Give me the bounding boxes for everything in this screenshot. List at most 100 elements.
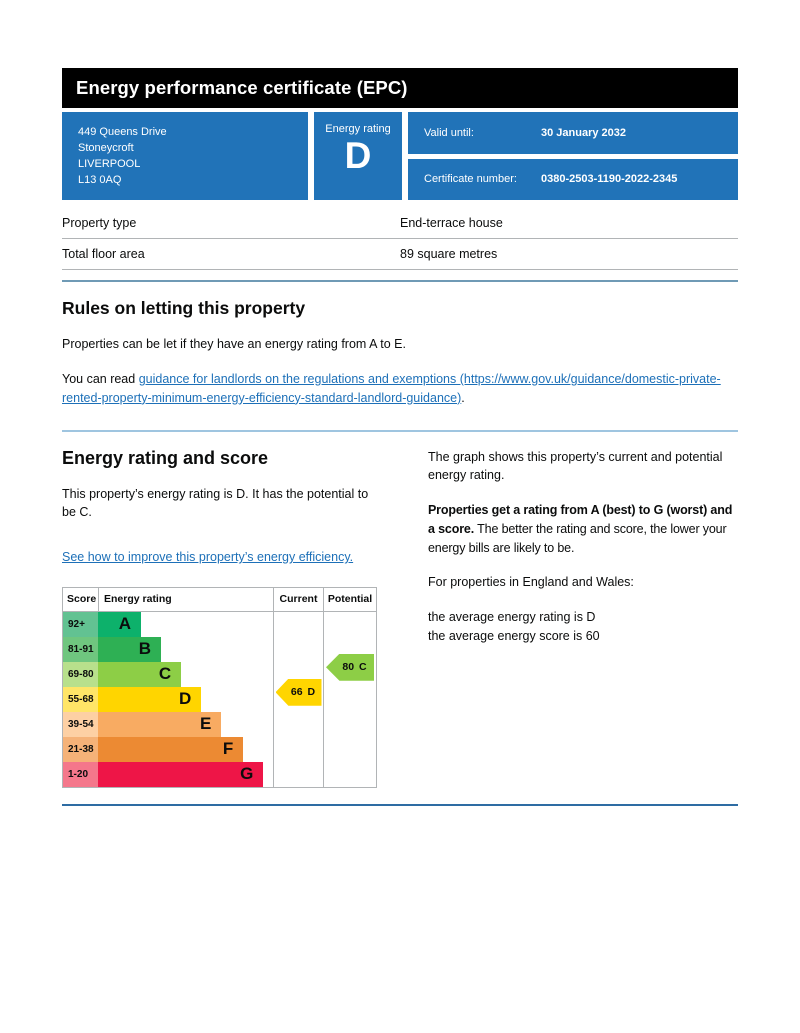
potential-column-cell — [323, 686, 376, 712]
current-score: 66 — [290, 686, 303, 699]
property-type-value: End-terrace house — [400, 216, 503, 230]
certificate-meta: Valid until: 30 January 2032 Certificate… — [408, 112, 738, 200]
potential-column-cell — [323, 736, 376, 762]
address-line-3: LIVERPOOL — [78, 157, 141, 170]
property-address: 449 Queens Drive Stoneycroft LIVERPOOL L… — [62, 112, 308, 200]
potential-column-cell — [323, 611, 376, 637]
improve-link-wrap: See how to improve this property’s energ… — [62, 548, 378, 567]
band-bar-letter: D — [98, 686, 202, 712]
current-column-cell — [273, 636, 323, 662]
rating-section-left: Energy rating and score This property’s … — [62, 448, 378, 788]
column-header-current: Current — [273, 587, 323, 611]
band-bar-area: B — [98, 636, 273, 662]
rating-band-d: 55-68 D 66 D — [63, 678, 376, 712]
rules-paragraph-2: You can read guidance for landlords on t… — [62, 370, 738, 408]
rating-band-b: 81-91 B — [63, 636, 376, 662]
address-line-1: 449 Queens Drive — [78, 126, 167, 138]
band-score-range: 55-68 — [63, 686, 98, 712]
landlord-guidance-link[interactable]: guidance for landlords on the regulation… — [62, 372, 721, 405]
energy-rating-value: D — [344, 135, 372, 176]
current-column-cell — [273, 661, 323, 687]
band-bar-letter: G — [98, 761, 264, 787]
band-bar-letter: B — [98, 636, 161, 662]
column-header-energy-rating: Energy rating — [98, 587, 273, 611]
current-column-cell — [273, 761, 323, 787]
graph-description: The graph shows this property’s current … — [428, 449, 723, 483]
title-bar: Energy performance certificate (EPC) — [62, 68, 738, 108]
band-score-range: 1-20 — [63, 761, 98, 787]
current-column-cell — [273, 611, 323, 637]
section-divider — [62, 429, 738, 432]
certificate-number-row: Certificate number: 0380-2503-1190-2022-… — [408, 158, 738, 200]
potential-column-cell: 80 C — [323, 653, 376, 687]
potential-letter: C — [359, 661, 367, 674]
section-divider — [62, 803, 738, 806]
band-score-range: 21-38 — [63, 736, 98, 762]
potential-column-cell — [323, 761, 376, 787]
address-line-2: Stoneycroft — [78, 141, 134, 154]
table-row: Total floor area 89 square metres — [62, 239, 738, 271]
band-bar-area: D — [98, 686, 273, 712]
band-bar-area: A — [98, 611, 273, 637]
certificate-number-label: Certificate number: — [424, 173, 517, 186]
energy-rating-box: Energy rating D — [314, 112, 402, 200]
band-score-range: 69-80 — [63, 661, 98, 687]
property-type-label: Property type — [62, 216, 137, 230]
column-header-potential: Potential — [323, 587, 376, 611]
improve-efficiency-link[interactable]: See how to improve this property’s energ… — [62, 550, 354, 564]
rules-paragraph-1: Properties can be let if they have an en… — [62, 337, 406, 352]
band-score-range: 81-91 — [63, 636, 98, 662]
rules-paragraph-2-suffix: . — [461, 390, 465, 405]
chart-header: Score Energy rating Current Potential — [63, 587, 376, 612]
rating-band-e: 39-54 E — [63, 711, 376, 737]
band-score-range: 92+ — [63, 611, 98, 637]
energy-rating-label: Energy rating — [325, 123, 391, 135]
band-bar-letter: A — [98, 611, 142, 637]
rating-section: Energy rating and score This property’s … — [62, 448, 738, 788]
band-bar-letter: E — [98, 711, 222, 737]
floor-area-value: 89 square metres — [400, 247, 498, 262]
rules-heading: Rules on letting this property — [62, 298, 306, 319]
epc-document: Energy performance certificate (EPC) 449… — [62, 68, 738, 806]
average-rating-line: the average energy rating is D — [428, 610, 596, 624]
band-bar-letter: F — [98, 736, 244, 762]
rating-band-a: 92+ A — [63, 611, 376, 637]
rating-explanation-bold: Properties get a rating from A (best) to… — [428, 503, 733, 536]
england-wales-intro: For properties in England and Wales: — [428, 575, 634, 590]
band-bar-letter: C — [98, 661, 182, 687]
average-values: the average energy rating is D the avera… — [428, 608, 738, 646]
table-row: Property type End-terrace house — [62, 208, 738, 240]
band-score-range: 39-54 — [63, 711, 98, 737]
rating-paragraph: This property’s energy rating is D. It h… — [62, 486, 369, 520]
section-divider — [62, 280, 738, 283]
rating-band-c: 69-80 C 80 C — [63, 653, 376, 687]
band-bar-area: G — [98, 761, 273, 787]
page-title: Energy performance certificate (EPC) — [76, 77, 408, 98]
rating-explanation-rest: The better the rating and score, the low… — [428, 521, 727, 555]
band-bar-area: E — [98, 711, 273, 737]
valid-until-row: Valid until: 30 January 2032 — [408, 112, 738, 154]
epc-rating-chart: Score Energy rating Current Potential 92… — [62, 586, 377, 788]
potential-score: 80 — [342, 661, 355, 674]
certificate-number-value: 0380-2503-1190-2022-2345 — [541, 173, 678, 186]
average-score-line: the average energy score is 60 — [428, 628, 600, 643]
rules-paragraph-2-prefix: You can read — [62, 372, 139, 386]
floor-area-label: Total floor area — [62, 247, 145, 262]
current-column-cell — [273, 711, 323, 737]
current-column-cell — [273, 736, 323, 762]
band-bar-area: C — [98, 661, 273, 687]
band-bar-area: F — [98, 736, 273, 762]
potential-column-cell — [323, 636, 376, 662]
potential-column-cell — [323, 711, 376, 737]
rating-section-right: The graph shows this property’s current … — [428, 448, 738, 788]
valid-until-value: 30 January 2032 — [541, 126, 627, 139]
rating-explanation: Properties get a rating from A (best) to… — [428, 501, 738, 557]
rating-band-g: 1-20 G — [63, 761, 376, 787]
current-letter: D — [307, 686, 316, 699]
address-line-4: L13 0AQ — [78, 173, 122, 186]
summary-row: 449 Queens Drive Stoneycroft LIVERPOOL L… — [62, 112, 738, 200]
rating-band-f: 21-38 F — [63, 736, 376, 762]
rating-heading: Energy rating and score — [62, 447, 269, 468]
column-header-score: Score — [67, 593, 97, 606]
valid-until-label: Valid until: — [424, 126, 474, 139]
